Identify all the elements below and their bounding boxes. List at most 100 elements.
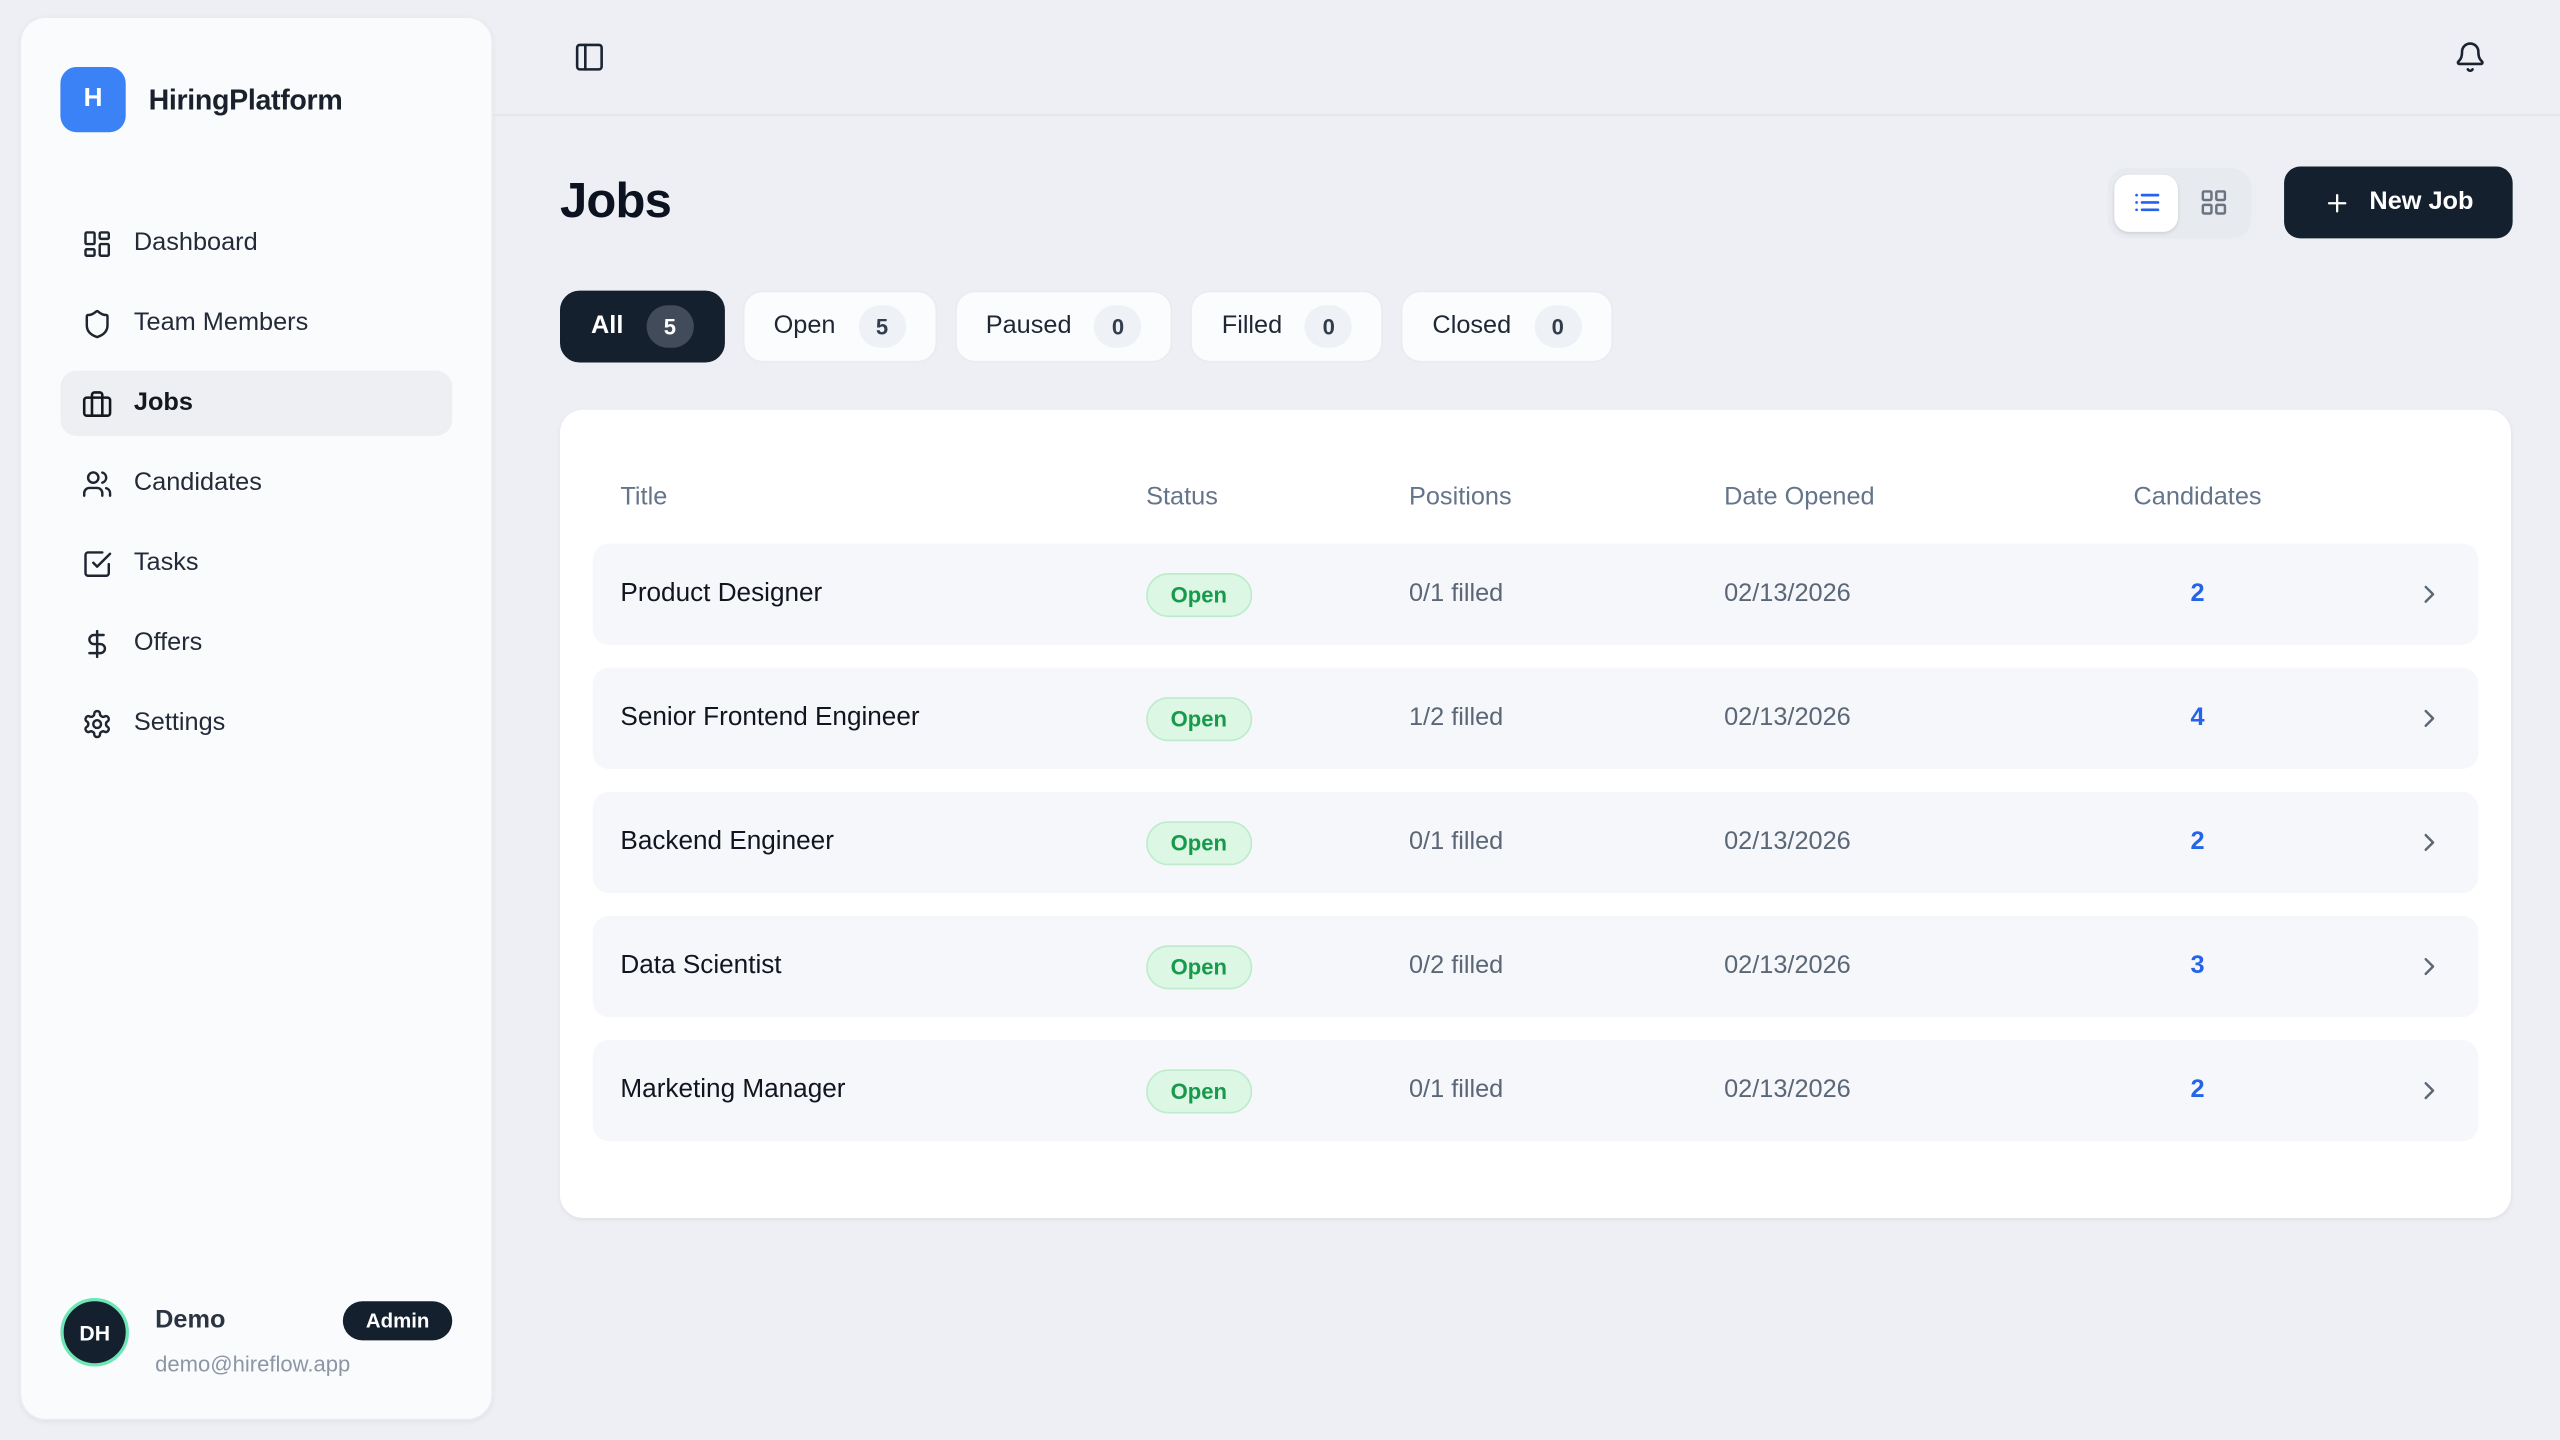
user-profile[interactable]: DH Demo Admin demo@hireflow.app bbox=[60, 1297, 453, 1377]
list-view-button[interactable] bbox=[2114, 173, 2179, 232]
candidates-count-link[interactable]: 2 bbox=[2190, 827, 2205, 856]
grid-view-button[interactable] bbox=[2182, 174, 2246, 231]
positions-cell: 0/1 filled bbox=[1408, 579, 1504, 608]
bell-icon bbox=[2454, 41, 2487, 74]
sidebar-toggle-button[interactable] bbox=[563, 31, 615, 83]
view-toggle bbox=[2108, 167, 2252, 238]
filter-label: Open bbox=[773, 311, 836, 340]
table-row[interactable]: Product Designer Open 0/1 filled 02/13/2… bbox=[592, 543, 2479, 645]
filter-count-badge: 0 bbox=[1094, 305, 1142, 348]
plus-icon bbox=[2324, 189, 2352, 217]
filter-tab-open[interactable]: Open 5 bbox=[742, 290, 937, 363]
filter-tab-paused[interactable]: Paused 0 bbox=[954, 290, 1173, 363]
filter-label: Closed bbox=[1432, 311, 1512, 340]
main-content: Jobs bbox=[493, 116, 2560, 1440]
date-opened-cell: 02/13/2026 bbox=[1724, 703, 1851, 732]
new-job-button[interactable]: New Job bbox=[2284, 166, 2513, 239]
date-opened-cell: 02/13/2026 bbox=[1724, 1075, 1851, 1104]
sidebar-item-dashboard[interactable]: Dashboard bbox=[60, 211, 452, 276]
page-title: Jobs bbox=[560, 174, 672, 229]
candidates-count-link[interactable]: 3 bbox=[2190, 951, 2205, 980]
avatar: DH bbox=[60, 1297, 129, 1367]
filter-label: Filled bbox=[1221, 311, 1283, 340]
job-title: Product Designer bbox=[620, 579, 823, 608]
filter-tab-closed[interactable]: Closed 0 bbox=[1401, 290, 1613, 363]
filter-count-badge: 5 bbox=[646, 305, 694, 348]
sidebar-item-settings[interactable]: Settings bbox=[60, 691, 452, 756]
list-icon bbox=[2132, 188, 2161, 217]
status-badge: Open bbox=[1146, 572, 1252, 617]
filter-count-badge: 0 bbox=[1534, 305, 1582, 348]
sidebar-item-candidates[interactable]: Candidates bbox=[60, 451, 452, 516]
filter-tab-filled[interactable]: Filled 0 bbox=[1190, 290, 1384, 363]
role-badge: Admin bbox=[343, 1301, 453, 1341]
chevron-right-icon[interactable] bbox=[2415, 580, 2479, 609]
sidebar-item-label: Jobs bbox=[133, 388, 193, 417]
job-title: Marketing Manager bbox=[620, 1075, 846, 1104]
column-header-status: Status bbox=[1146, 483, 1218, 512]
sidebar-item-tasks[interactable]: Tasks bbox=[60, 531, 452, 596]
new-job-label: New Job bbox=[2369, 187, 2474, 216]
table-header-row: Title Status Positions Date Opened Candi… bbox=[593, 452, 2479, 543]
status-badge: Open bbox=[1146, 944, 1252, 989]
sidebar-item-offers[interactable]: Offers bbox=[60, 611, 452, 676]
sidebar-item-label: Tasks bbox=[133, 548, 199, 577]
chevron-right-icon[interactable] bbox=[2415, 952, 2479, 981]
user-email: demo@hireflow.app bbox=[155, 1351, 351, 1377]
chevron-right-icon[interactable] bbox=[2415, 1076, 2479, 1105]
column-header-candidates: Candidates bbox=[2133, 483, 2262, 512]
dollar-icon bbox=[82, 628, 113, 659]
table-row[interactable]: Backend Engineer Open 0/1 filled 02/13/2… bbox=[592, 791, 2479, 894]
topbar bbox=[493, 0, 2560, 116]
job-title: Backend Engineer bbox=[620, 827, 834, 856]
check-square-icon bbox=[82, 548, 113, 579]
job-title: Senior Frontend Engineer bbox=[620, 703, 920, 732]
column-header-title: Title bbox=[620, 483, 668, 512]
status-badge: Open bbox=[1146, 696, 1252, 741]
table-row[interactable]: Data Scientist Open 0/2 filled 02/13/202… bbox=[592, 915, 2479, 1018]
candidates-count-link[interactable]: 2 bbox=[2190, 579, 2205, 608]
candidates-count-link[interactable]: 2 bbox=[2190, 1075, 2205, 1104]
date-opened-cell: 02/13/2026 bbox=[1724, 951, 1851, 980]
jobs-table-card: Title Status Positions Date Opened Candi… bbox=[560, 409, 2512, 1218]
column-header-positions: Positions bbox=[1408, 483, 1512, 512]
sidebar-item-label: Team Members bbox=[133, 308, 309, 337]
positions-cell: 0/2 filled bbox=[1408, 951, 1504, 980]
positions-cell: 0/1 filled bbox=[1408, 827, 1504, 856]
filter-tab-all[interactable]: All 5 bbox=[560, 290, 725, 363]
table-row[interactable]: Marketing Manager Open 0/1 filled 02/13/… bbox=[592, 1040, 2479, 1142]
filter-label: All bbox=[591, 311, 624, 340]
sidebar-item-label: Settings bbox=[133, 708, 226, 737]
panel-left-icon bbox=[573, 41, 606, 74]
table-row[interactable]: Senior Frontend Engineer Open 1/2 filled… bbox=[592, 667, 2479, 769]
sidebar: H HiringPlatform Dashboard Team Members bbox=[19, 16, 494, 1421]
positions-cell: 0/1 filled bbox=[1408, 1075, 1504, 1104]
status-badge: Open bbox=[1146, 1068, 1252, 1113]
date-opened-cell: 02/13/2026 bbox=[1724, 827, 1851, 856]
briefcase-icon bbox=[82, 388, 113, 419]
sidebar-item-jobs[interactable]: Jobs bbox=[60, 370, 453, 436]
filter-count-badge: 5 bbox=[858, 305, 906, 348]
sidebar-item-label: Dashboard bbox=[133, 228, 258, 257]
candidates-count-link[interactable]: 4 bbox=[2190, 703, 2205, 732]
users-icon bbox=[82, 468, 113, 499]
app-title: HiringPlatform bbox=[148, 82, 343, 116]
filter-label: Paused bbox=[985, 311, 1072, 340]
job-title: Data Scientist bbox=[620, 951, 782, 980]
grid-icon bbox=[2199, 188, 2228, 217]
sidebar-item-label: Offers bbox=[133, 628, 203, 657]
sidebar-item-label: Candidates bbox=[133, 468, 262, 497]
dashboard-icon bbox=[82, 228, 113, 259]
app-logo: H HiringPlatform bbox=[60, 66, 452, 133]
sidebar-item-team-members[interactable]: Team Members bbox=[60, 291, 452, 356]
chevron-right-icon[interactable] bbox=[2415, 704, 2479, 733]
gear-icon bbox=[82, 708, 113, 739]
user-name: Demo bbox=[155, 1306, 226, 1334]
column-header-date-opened: Date Opened bbox=[1724, 483, 1875, 512]
notifications-button[interactable] bbox=[2444, 31, 2496, 83]
chevron-right-icon[interactable] bbox=[2415, 828, 2479, 857]
filter-count-badge: 0 bbox=[1305, 305, 1353, 348]
table-body: Product Designer Open 0/1 filled 02/13/2… bbox=[592, 543, 2479, 1142]
app-logo-icon: H bbox=[60, 66, 126, 133]
